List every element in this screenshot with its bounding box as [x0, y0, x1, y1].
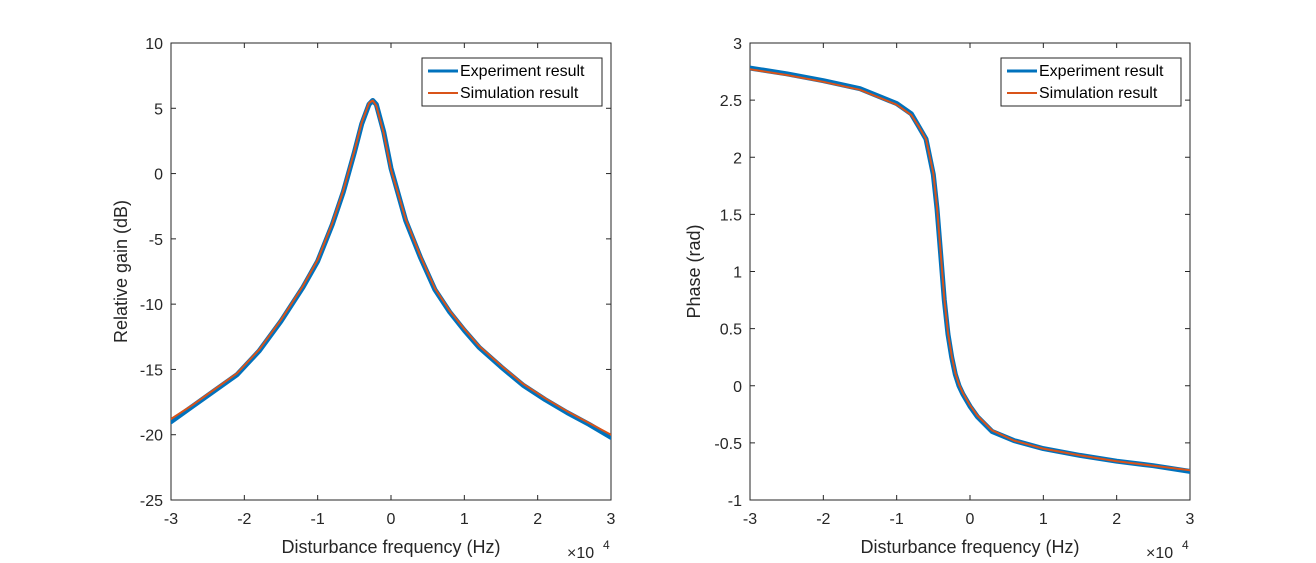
x-tick-label: 0 [387, 511, 396, 528]
y-tick-label: -5 [149, 232, 163, 249]
y-tick-label: -20 [140, 428, 163, 445]
legend-box [1000, 57, 1182, 107]
y-tick-label: 0.5 [720, 322, 742, 339]
y-tick-label: 1.5 [720, 207, 742, 224]
x-tick-label: 1 [1039, 511, 1048, 528]
x-exponent-label: ×10 [1146, 545, 1173, 562]
x-tick-label: -1 [890, 511, 904, 528]
legend-entry-label: Experiment result [1039, 63, 1164, 80]
chart-panel-1: -3 -2 -1 0 1 2 3-25-20-15-10-50510Disturbance … [111, 36, 616, 562]
series-simulation-line [750, 68, 1190, 472]
y-tick-label: 3 [733, 36, 742, 53]
y-tick-label: 5 [154, 101, 163, 118]
chart-panel-2: -3 -2 -1 0 1 2 3 -1 -0.5 0 0.5 1 1.5 2 2.5 3 Disturbance… [684, 36, 1195, 562]
y-tick-label: 0 [154, 167, 163, 184]
x-exponent-label: ×10 [567, 545, 594, 562]
legend-entry-label: Experiment result [460, 63, 585, 80]
x-axis-label: Disturbance frequency (Hz) [281, 537, 500, 557]
y-axis-label: Relative gain (dB) [111, 200, 131, 343]
plot-area-box [170, 42, 612, 501]
x-exponent-power: 4 [603, 538, 610, 552]
x-tick-label: 0 [966, 511, 975, 528]
y-tick-label: 0 [733, 379, 742, 396]
x-tick-label: -2 [816, 511, 830, 528]
x-exponent-power: 4 [1182, 538, 1189, 552]
x-tick-label: 3 [607, 511, 616, 528]
legend-entry-label: Simulation result [1039, 85, 1158, 102]
x-tick-label: 1 [460, 511, 469, 528]
x-tick-label: -3 [743, 511, 757, 528]
x-axis-label: Disturbance frequency (Hz) [860, 537, 1079, 557]
x-tick-label: 2 [533, 511, 542, 528]
y-tick-label: -25 [140, 493, 163, 510]
y-axis-label: Phase (rad) [684, 224, 704, 318]
x-tick-label: 2 [1112, 511, 1121, 528]
y-tick-label: -15 [140, 362, 163, 379]
y-tick-label: 1 [733, 265, 742, 282]
y-tick-label: 2 [733, 150, 742, 167]
series-simulation-line [171, 99, 611, 436]
legend-box [421, 57, 603, 107]
legend: Experiment result Simulation result [1000, 57, 1182, 107]
y-tick-label: -1 [728, 493, 742, 510]
y-tick-label: 2.5 [720, 93, 742, 110]
x-tick-label: -2 [237, 511, 251, 528]
x-tick-label: -3 [164, 511, 178, 528]
x-tick-label: 3 [1186, 511, 1195, 528]
y-tick-label: 10 [145, 36, 163, 53]
plot-area-box [749, 42, 1191, 501]
legend-entry-label: Simulation result [460, 85, 579, 102]
y-tick-label: -10 [140, 297, 163, 314]
y-tick-label: -0.5 [714, 436, 742, 453]
legend: Experiment result Simulation result [421, 57, 603, 107]
x-tick-label: -1 [311, 511, 325, 528]
